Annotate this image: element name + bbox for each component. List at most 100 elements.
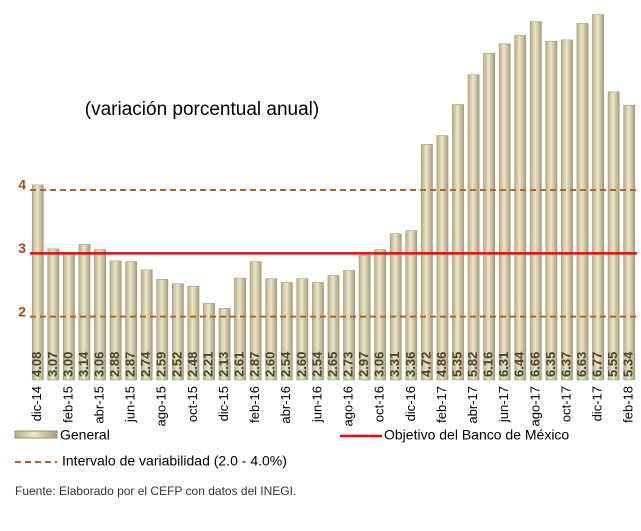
- bar: [109, 260, 122, 381]
- data-label: 2.88: [107, 352, 122, 377]
- x-tick-label: abr-16: [278, 386, 293, 424]
- data-label: 5.34: [621, 351, 636, 377]
- bar: [265, 278, 278, 381]
- data-label: 5.55: [605, 352, 620, 377]
- legend-label: General: [60, 427, 110, 443]
- bar: [452, 104, 464, 381]
- bar: [296, 278, 309, 381]
- data-label: 2.73: [341, 352, 356, 377]
- bar: [31, 184, 44, 381]
- x-tick-label: feb-17: [434, 386, 449, 423]
- data-label: 2.59: [154, 352, 169, 377]
- x-tick-label: oct-15: [185, 386, 200, 422]
- data-label: 2.60: [294, 352, 309, 377]
- data-label: 3.14: [76, 351, 91, 377]
- x-tick-label: ago-16: [341, 386, 356, 426]
- data-label: 3.06: [91, 352, 106, 377]
- bar: [374, 249, 387, 381]
- y-tick-label: 2: [18, 303, 26, 319]
- bar: [47, 248, 60, 381]
- data-label: 2.65: [325, 352, 340, 377]
- x-tick-label: oct-16: [372, 386, 387, 422]
- bar: [405, 230, 418, 381]
- data-label: 2.54: [278, 351, 293, 377]
- bar: [576, 23, 589, 381]
- data-label: 2.87: [123, 352, 138, 377]
- data-label: 2.87: [247, 352, 262, 377]
- bar: [529, 21, 542, 381]
- x-tick-label: ago-15: [154, 386, 169, 426]
- bar: [234, 277, 246, 381]
- data-label: 3.06: [372, 352, 387, 377]
- x-tick-label: ago-17: [527, 386, 542, 426]
- data-label: 6.31: [496, 352, 511, 377]
- x-tick-label: dic-15: [216, 386, 231, 421]
- data-label: 6.44: [512, 351, 527, 377]
- bar: [623, 104, 636, 381]
- data-label: 2.61: [232, 352, 247, 377]
- data-label: 5.35: [449, 352, 464, 377]
- bar: [280, 282, 293, 381]
- bar: [140, 269, 153, 381]
- data-label: 3.07: [45, 352, 60, 377]
- legend-label: Intervalo de variabilidad (2.0 - 4.0%): [62, 453, 287, 469]
- x-tick-label: feb-15: [60, 386, 75, 423]
- data-label: 4.72: [418, 352, 433, 377]
- x-tick-label: dic-16: [403, 386, 418, 421]
- x-tick-label: feb-16: [247, 386, 262, 423]
- data-label: 3.31: [387, 352, 402, 377]
- data-label: 2.48: [185, 352, 200, 377]
- data-label: 6.66: [527, 352, 542, 377]
- bar: [249, 261, 262, 381]
- bar: [125, 261, 138, 381]
- data-label: 3.00: [60, 352, 75, 377]
- x-tick-label: jun-17: [496, 386, 511, 423]
- legend-swatch: [14, 430, 58, 439]
- bar: [203, 303, 215, 381]
- x-tick-label: oct-17: [558, 386, 573, 422]
- source: Fuente: Elaborado por el CEFP con datos …: [15, 484, 296, 498]
- bar: [343, 270, 355, 381]
- y-tick-label: 3: [18, 240, 26, 256]
- data-label: 6.35: [543, 352, 558, 377]
- bar: [218, 308, 231, 381]
- bar: [327, 275, 340, 381]
- bar: [514, 35, 527, 381]
- x-tick-label: feb-18: [621, 386, 636, 423]
- data-label: 5.82: [465, 352, 480, 377]
- bar: [172, 283, 184, 381]
- bar: [187, 286, 200, 381]
- subtitle: (variación porcentual anual): [85, 99, 319, 120]
- x-tick-label: dic-17: [590, 386, 605, 421]
- x-tick-label: abr-17: [465, 386, 480, 424]
- bar: [483, 52, 495, 381]
- bar: [94, 249, 106, 381]
- bar: [498, 43, 511, 381]
- bar: [421, 144, 433, 381]
- data-label: 2.74: [138, 351, 153, 377]
- bar: [467, 74, 480, 381]
- bar: [436, 135, 449, 381]
- bar: [78, 244, 91, 381]
- data-label: 2.52: [169, 352, 184, 377]
- data-label: 6.37: [558, 352, 573, 377]
- bar: [607, 91, 620, 381]
- bar: [561, 39, 573, 381]
- data-label: 2.54: [309, 351, 324, 377]
- x-tick-label: jun-15: [123, 386, 138, 423]
- data-label: 6.77: [590, 352, 605, 377]
- data-label: 4.08: [29, 352, 44, 377]
- bar: [592, 14, 604, 381]
- x-tick-label: abr-15: [91, 386, 106, 424]
- bar: [545, 40, 558, 381]
- data-label: 2.21: [200, 352, 215, 377]
- x-tick-label: dic-14: [29, 386, 44, 421]
- bar: [312, 282, 324, 381]
- x-tick-label: jun-16: [309, 386, 324, 423]
- data-label: 2.13: [216, 352, 231, 377]
- data-label: 3.36: [403, 352, 418, 377]
- bar: [156, 279, 169, 381]
- y-tick-label: 4: [18, 177, 26, 193]
- data-label: 4.86: [434, 352, 449, 377]
